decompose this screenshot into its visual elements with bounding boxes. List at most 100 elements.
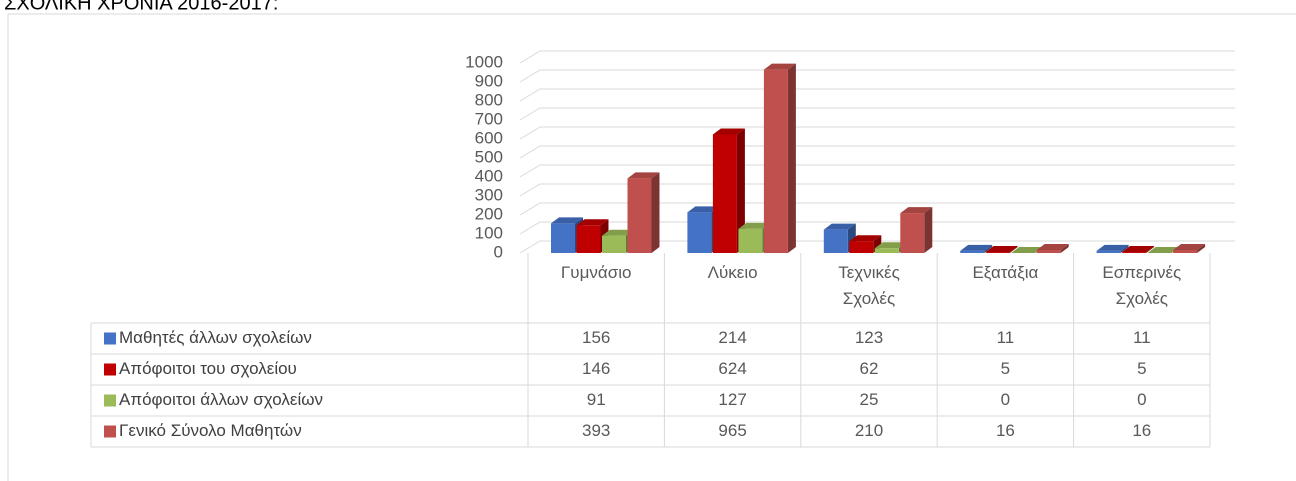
- bar-top: [551, 217, 583, 224]
- y-tick-label: 100: [475, 223, 503, 242]
- bar-top: [576, 219, 609, 226]
- chart-title: ΣΧΟΛΙΚΗ ΧΡΟΝΙΑ 2016-2017:: [4, 0, 278, 14]
- x-tick-label: Τεχνικές Σχολές: [838, 263, 900, 308]
- bar-top: [687, 206, 720, 213]
- legend-key: [104, 363, 116, 376]
- bar-top: [738, 222, 771, 229]
- bar-top: [1011, 247, 1044, 253]
- bar: [874, 248, 899, 253]
- bar-side: [924, 207, 933, 253]
- legend-key: [104, 394, 116, 407]
- x-tick-label: Γυμνάσιο: [560, 263, 632, 282]
- bar: [1036, 249, 1061, 253]
- bar-side: [1120, 244, 1129, 253]
- grid-line: [519, 126, 1235, 140]
- table-value: 146: [582, 359, 610, 378]
- grid-line: [519, 183, 1235, 197]
- bar-top: [823, 223, 856, 230]
- table-value: 16: [996, 421, 1015, 440]
- bar-top: [1173, 243, 1206, 250]
- bar: [551, 223, 575, 253]
- legend-label: Μαθητές άλλων σχολείων: [119, 328, 312, 347]
- y-tick-label: 500: [475, 147, 503, 166]
- bar-top: [1147, 247, 1180, 253]
- bar: [627, 178, 652, 253]
- bar: [738, 228, 763, 253]
- bar: [712, 134, 737, 253]
- legend-key: [104, 425, 116, 438]
- grid-line: [519, 88, 1235, 102]
- grid-line: [519, 221, 1235, 235]
- legend-label: Γενικό Σύνολο Μαθητών: [119, 421, 302, 440]
- table-value: 11: [1133, 328, 1151, 347]
- table-value: 5: [1001, 359, 1010, 378]
- bar-top: [874, 242, 907, 249]
- bar: [960, 250, 985, 253]
- table-value: 210: [855, 421, 883, 440]
- table-value: 156: [582, 328, 610, 347]
- y-tick-label: 400: [475, 166, 503, 185]
- bar-side: [1060, 243, 1069, 253]
- y-tick-label: 900: [475, 71, 503, 90]
- bar-side: [1146, 246, 1155, 253]
- grid-line: [519, 50, 1235, 64]
- bar-top: [849, 235, 882, 242]
- table-value: 965: [718, 421, 746, 440]
- table-value: 11: [997, 328, 1015, 347]
- grid-line: [519, 164, 1235, 178]
- grid-line: [519, 202, 1235, 216]
- bar: [602, 235, 626, 253]
- bar-top: [602, 229, 634, 236]
- bar: [1173, 249, 1198, 253]
- y-tick-label: 600: [475, 128, 503, 147]
- legend-key: [104, 332, 116, 345]
- table-value: 393: [582, 421, 610, 440]
- table-value: 16: [1132, 421, 1151, 440]
- table-value: 0: [1137, 390, 1146, 409]
- table-value: 123: [855, 328, 883, 347]
- table-value: 214: [718, 328, 746, 347]
- bar: [985, 252, 1010, 253]
- grid-line: [519, 145, 1235, 159]
- bar-side: [984, 244, 993, 253]
- bar: [900, 213, 925, 253]
- bar-side: [736, 128, 745, 253]
- bar: [763, 69, 788, 254]
- table-value: 91: [587, 390, 606, 409]
- bar: [1096, 250, 1121, 253]
- chart-frame: [7, 13, 1296, 481]
- grid-line: [519, 240, 1235, 254]
- bar-top: [1096, 244, 1129, 251]
- table-value: 0: [1001, 390, 1010, 409]
- legend-label: Απόφοιτοι άλλων σχολείων: [119, 390, 323, 409]
- bar: [687, 212, 712, 253]
- x-tick-label: Εξατάξια: [972, 263, 1039, 282]
- y-tick-label: 300: [475, 185, 503, 204]
- bar: [1122, 252, 1147, 253]
- y-tick-label: 800: [475, 90, 503, 109]
- table-value: 25: [860, 390, 879, 409]
- grid-line: [519, 107, 1235, 121]
- bar: [823, 229, 848, 253]
- table-value: 5: [1137, 359, 1146, 378]
- y-tick-label: 1000: [465, 52, 503, 71]
- y-tick-label: 200: [475, 204, 503, 223]
- table-value: 624: [718, 359, 746, 378]
- bar-side: [1009, 246, 1018, 253]
- y-tick-label: 700: [475, 109, 503, 128]
- x-tick-label: Εσπερινές Σχολές: [1102, 263, 1182, 308]
- bar: [576, 225, 601, 253]
- bar-side: [787, 63, 796, 254]
- grid-line: [519, 69, 1235, 83]
- bar-side: [1197, 243, 1206, 253]
- bar-top: [900, 207, 933, 214]
- bar-top: [627, 172, 660, 179]
- bar-top: [960, 244, 993, 251]
- bar-top: [712, 128, 745, 135]
- bar-side: [651, 172, 660, 253]
- bar-top: [985, 246, 1018, 253]
- table-value: 127: [718, 390, 746, 409]
- bar-top: [1122, 246, 1155, 253]
